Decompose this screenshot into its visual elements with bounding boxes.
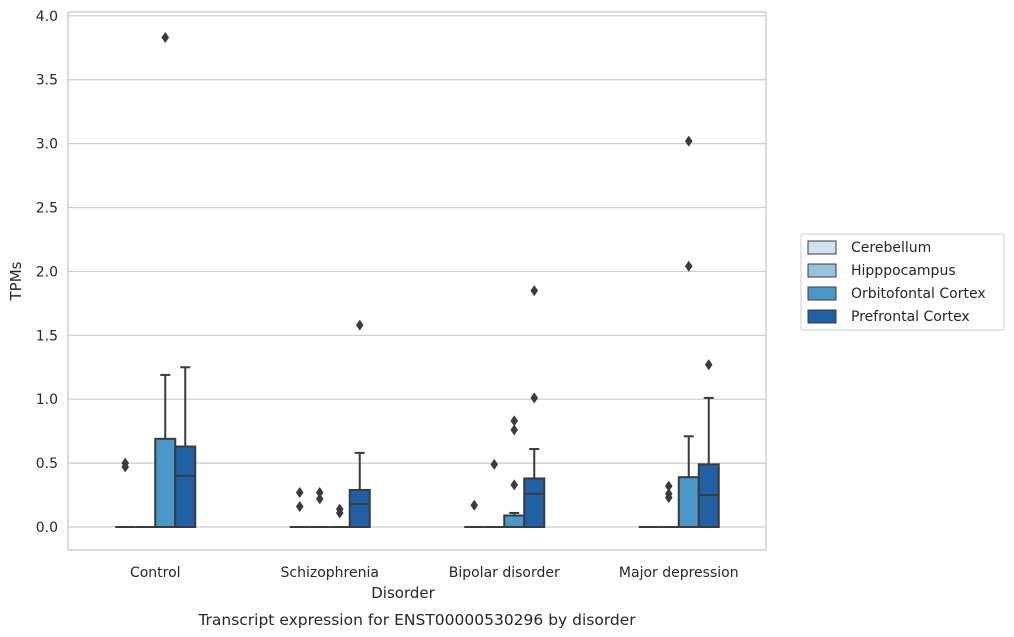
- y-tick-label: 4.0: [36, 9, 58, 25]
- x-tick-labels: Control Schizophrenia Bipolar disorder Majo…: [130, 565, 739, 581]
- legend-entry: Prefrontal Cortex: [851, 309, 970, 325]
- box-group: [115, 32, 197, 528]
- outlier-point: [490, 458, 499, 470]
- y-tick-label: 1.0: [36, 392, 58, 408]
- outlier-point: [335, 503, 344, 515]
- chart-caption: Transcript expression for ENST0000053029…: [197, 611, 636, 629]
- legend-entry: Cerebellum: [851, 240, 931, 256]
- box: [154, 437, 177, 528]
- y-tick-label: 0.0: [36, 520, 58, 536]
- outlier-point: [161, 32, 170, 44]
- legend-swatch: [807, 286, 837, 301]
- box: [174, 445, 197, 528]
- y-tick-label: 2.0: [36, 264, 58, 280]
- legend-swatch: [807, 263, 837, 278]
- y-tick-labels: 0.0 0.5 1.0 1.5 2.0 2.5 3.0 3.5 4.0: [36, 9, 58, 536]
- legend: Cerebellum Hipppocampus Orbitofontal Corte…: [800, 233, 1005, 331]
- legend-entry: Orbitofontal Cortex: [851, 286, 986, 302]
- box-group: [464, 285, 546, 528]
- outlier-point: [510, 415, 519, 427]
- outlier-point: [315, 493, 324, 505]
- x-tick-label: Bipolar disorder: [449, 565, 560, 581]
- outlier-point: [510, 424, 519, 436]
- y-tick-label: 2.5: [36, 201, 58, 217]
- outlier-point: [315, 486, 324, 498]
- x-tick-label: Schizophrenia: [281, 565, 379, 581]
- box: [523, 477, 546, 528]
- box-groups: [115, 32, 720, 528]
- y-tick-label: 1.5: [36, 328, 58, 344]
- outlier-point: [530, 285, 539, 297]
- x-tick-label: Major depression: [619, 565, 739, 581]
- legend-frame: [800, 233, 1005, 331]
- outlier-point: [664, 480, 673, 492]
- outlier-point: [295, 501, 304, 513]
- legend-swatch: [807, 309, 837, 324]
- outlier-point: [355, 319, 364, 331]
- outlier-point: [470, 499, 479, 511]
- x-tick-label: Control: [130, 565, 181, 581]
- outlier-point: [704, 359, 713, 371]
- box-group: [289, 319, 371, 528]
- box: [348, 488, 371, 528]
- outlier-point: [530, 392, 539, 404]
- box-group: [638, 135, 720, 528]
- y-tick-label: 3.5: [36, 73, 58, 89]
- y-axis-label: TPMs: [7, 261, 25, 301]
- plot-area-frame: [67, 11, 767, 551]
- outlier-point: [121, 457, 130, 469]
- outlier-point: [664, 488, 673, 500]
- outlier-point: [295, 486, 304, 498]
- outlier-point: [684, 260, 693, 272]
- y-tick-label: 0.5: [36, 456, 58, 472]
- legend-entry: Hipppocampus: [851, 263, 956, 279]
- y-tick-label: 3.0: [36, 137, 58, 153]
- legend-swatch: [807, 240, 837, 255]
- box: [503, 514, 526, 528]
- x-axis-label: Disorder: [371, 584, 435, 602]
- outlier-point: [510, 479, 519, 491]
- outlier-point: [684, 135, 693, 147]
- box: [677, 476, 700, 528]
